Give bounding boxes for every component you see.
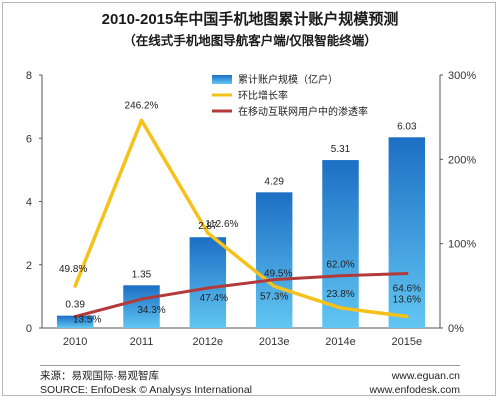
penetration-rate-line-point	[206, 286, 210, 290]
growth-rate-line-point	[73, 284, 77, 288]
bar-value-label: 4.29	[264, 176, 284, 187]
bar	[322, 160, 359, 328]
right-tick-label: 200%	[448, 154, 476, 166]
penetration-value-label: 47.4%	[200, 293, 228, 304]
bar-value-label: 5.31	[331, 144, 351, 155]
url-enfodesk: www.enfodesk.com	[369, 384, 460, 396]
growth-value-label: 49.5%	[264, 268, 292, 279]
penetration-rate-line-point	[140, 297, 143, 301]
growth-rate-line	[73, 118, 409, 319]
penetration-value-label: 64.6%	[393, 284, 421, 295]
growth-value-label: 13.6%	[393, 295, 421, 306]
source-en: SOURCE: EnfoDesk © Analysys Internationa…	[40, 384, 252, 396]
legend-label-growth: 环比增长率	[238, 89, 288, 102]
x-tick-label: 2013e	[259, 336, 290, 348]
bar-value-label: 6.03	[397, 121, 417, 132]
bar-value-label: 1.35	[132, 269, 152, 280]
penetration-value-label: 57.3%	[260, 292, 288, 303]
growth-value-label: 112.6%	[205, 219, 238, 230]
penetration-value-label: 34.3%	[137, 305, 165, 316]
growth-rate-line-point	[140, 118, 143, 122]
right-tick-label: 300%	[448, 70, 476, 82]
growth-rate-line-point	[272, 284, 276, 288]
growth-rate-line-point	[339, 306, 342, 310]
x-tick-label: 2010	[63, 336, 87, 348]
x-tick-label: 2014e	[325, 336, 356, 348]
penetration-value-label: 13.5%	[73, 315, 101, 326]
growth-value-label: 49.8%	[59, 264, 87, 275]
url-eguan: www.eguan.cn	[391, 370, 460, 382]
penetration-rate-line-point	[272, 278, 276, 282]
penetration-rate-line-point	[73, 315, 77, 319]
growth-rate-line-point	[405, 315, 409, 319]
x-tick-label: 2015e	[392, 336, 423, 348]
chart-title: 2010-2015年中国手机地图累计账户规模预测	[101, 11, 399, 28]
growth-value-label: 23.8%	[326, 289, 354, 300]
chart-subtitle: （在线式手机地图导航客户端/仅限智能终端）	[123, 34, 377, 48]
source-cn: 来源：易观国际·易观智库	[40, 370, 159, 382]
bar	[388, 137, 426, 328]
bar	[255, 192, 293, 328]
right-tick-label: 0%	[448, 323, 464, 335]
footer: 来源：易观国际·易观智库 SOURCE: EnfoDesk © Analysys…	[40, 365, 460, 400]
penetration-rate-line	[73, 272, 409, 319]
legend-label-penetration: 在移动互联网用户中的渗透率	[238, 105, 368, 118]
left-tick-label: 8	[26, 70, 32, 82]
growth-value-label: 246.2%	[125, 100, 159, 111]
bar-value-label: 2.87	[198, 221, 218, 232]
bar	[189, 237, 227, 328]
legend-swatch-bar	[212, 75, 232, 84]
bar-value-label: 0.39	[65, 300, 85, 311]
bar	[123, 285, 160, 328]
x-tick-label: 2012e	[193, 336, 224, 348]
left-tick-label: 6	[26, 133, 32, 145]
legend-label-bar: 累计账户规模（亿户）	[238, 73, 338, 86]
penetration-rate-line-point	[405, 272, 409, 276]
right-tick-label: 100%	[448, 239, 476, 251]
left-tick-label: 0	[26, 323, 32, 335]
left-tick-label: 4	[26, 197, 32, 209]
left-tick-label: 2	[26, 260, 32, 272]
x-tick-label: 2011	[130, 336, 154, 348]
growth-rate-line-point	[206, 231, 210, 235]
penetration-value-label: 62.0%	[326, 260, 354, 271]
penetration-rate-line-point	[339, 274, 342, 278]
bar	[56, 315, 94, 328]
